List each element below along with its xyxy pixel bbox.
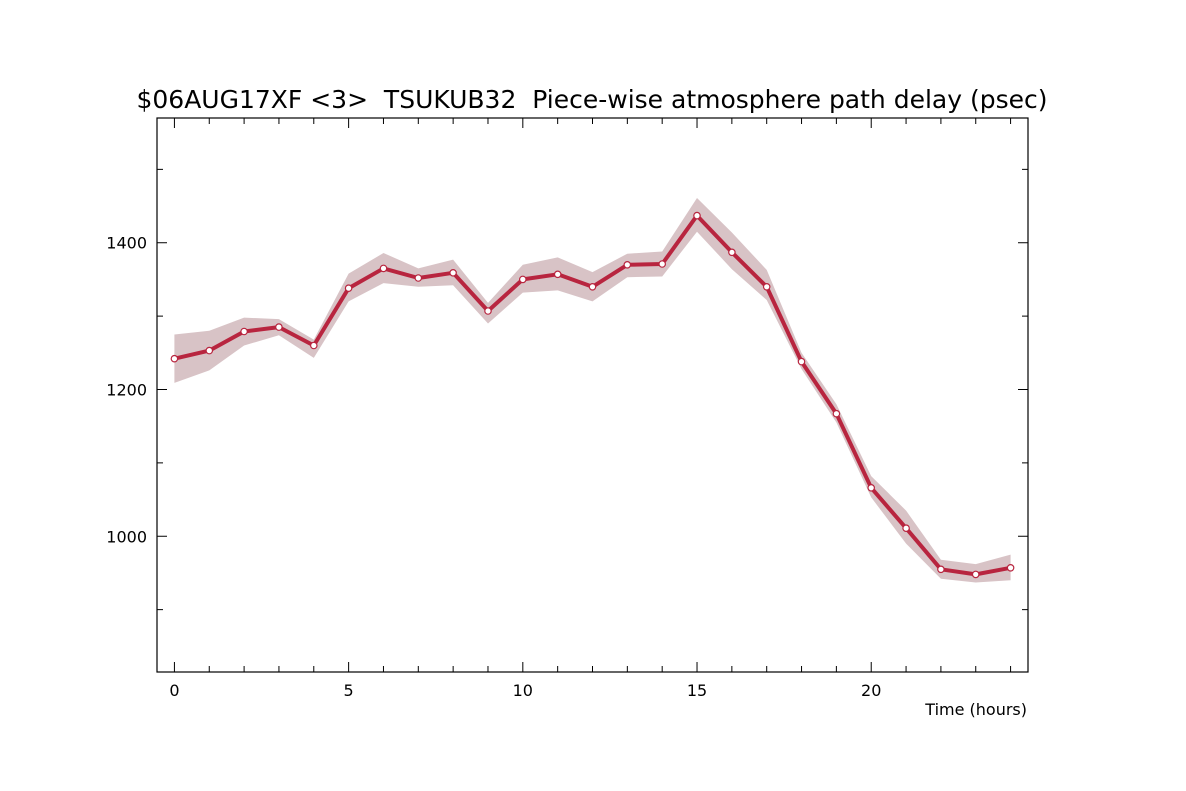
data-point: [797, 357, 806, 366]
delay-series: [173, 213, 1011, 577]
series-line: [173, 213, 1011, 577]
x-tick-label: 20: [861, 681, 881, 700]
data-point: [902, 524, 910, 533]
x-tick-label: 15: [687, 681, 707, 700]
data-point: [275, 323, 283, 331]
data-point: [240, 327, 248, 336]
plot-frame: [156, 117, 1029, 673]
y-axis: 1000 1200 1400: [106, 168, 1028, 611]
data-point: [937, 565, 945, 574]
data-point: [379, 264, 388, 273]
x-tick-label: 10: [513, 681, 533, 700]
data-point: [832, 409, 841, 418]
chart-title: $06AUG17XF <3> TSUKUB32 Piece-wise atmos…: [136, 85, 1047, 114]
x-axis: 0 5 10 15 20: [169, 118, 1012, 700]
data-point: [867, 483, 876, 492]
data-point: [205, 346, 214, 355]
data-point: [484, 307, 492, 315]
band-area: [174, 198, 1011, 583]
data-markers: [170, 211, 1015, 579]
data-point: [693, 211, 701, 220]
data-point: [762, 282, 771, 291]
y-tick-label: 1000: [106, 527, 147, 546]
confidence-band: [174, 198, 1011, 583]
y-tick-label: 1200: [106, 380, 147, 399]
data-point: [344, 284, 353, 293]
data-point: [623, 260, 632, 269]
data-point: [1006, 563, 1015, 572]
data-point: [518, 275, 527, 284]
data-point: [728, 248, 736, 257]
data-point: [449, 268, 457, 277]
data-point: [971, 570, 980, 579]
data-point: [588, 282, 597, 291]
x-tick-label: 0: [169, 681, 179, 700]
x-axis-label: Time (hours): [924, 700, 1027, 719]
x-tick-label: 5: [344, 681, 354, 700]
y-tick-label: 1400: [106, 234, 147, 253]
data-point: [658, 260, 667, 268]
data-point: [553, 270, 562, 279]
data-point: [414, 274, 423, 282]
data-point: [309, 341, 318, 350]
data-point: [170, 354, 179, 363]
